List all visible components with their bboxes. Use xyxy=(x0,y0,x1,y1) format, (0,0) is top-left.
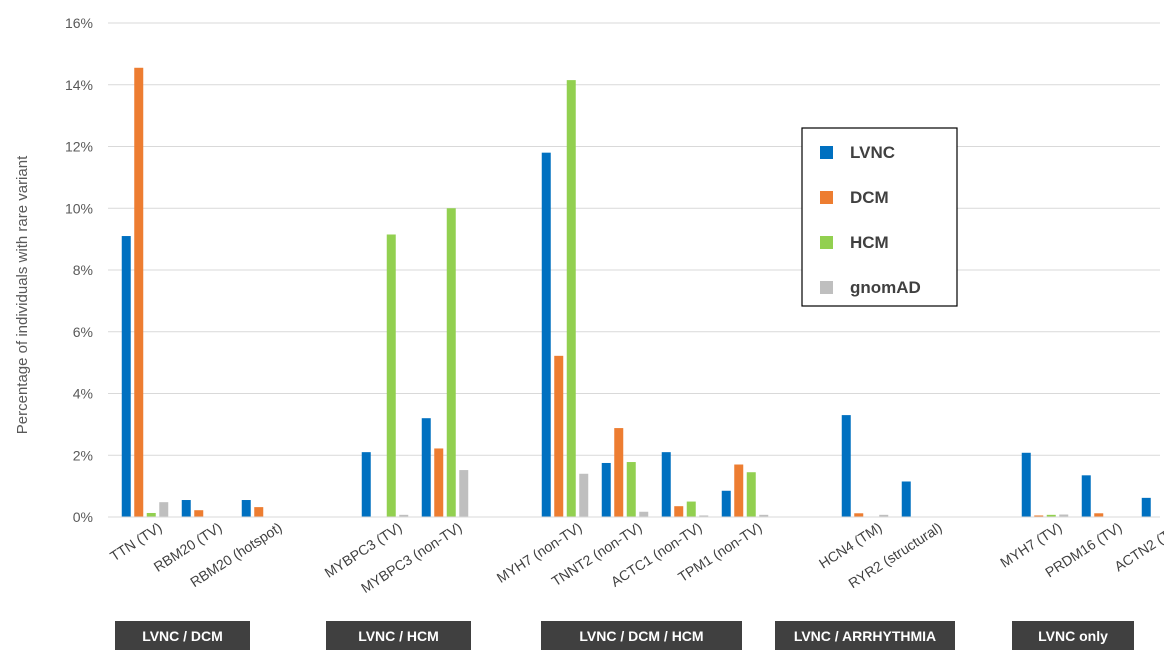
bar-gnomad-myh7-non-tv xyxy=(579,473,589,517)
bar-dcm-myh7-non-tv xyxy=(554,355,564,517)
bar-lvnc-ryr2-structural xyxy=(901,481,911,517)
bar-hcm-tpm1-non-tv xyxy=(746,472,756,517)
bar-hcm-mybpc3-non-tv xyxy=(446,208,456,517)
legend-swatch-dcm xyxy=(820,191,833,204)
bar-hcm-myh7-non-tv xyxy=(566,80,576,518)
bar-hcm-actc1-non-tv xyxy=(686,501,696,517)
group-label: LVNC / DCM xyxy=(142,628,223,644)
group-label-box xyxy=(1012,621,1134,650)
legend-label-lvnc: LVNC xyxy=(850,143,895,162)
y-tick-label: 8% xyxy=(73,262,93,278)
y-tick-label: 2% xyxy=(73,447,93,463)
legend-label-gnomad: gnomAD xyxy=(850,278,921,297)
bar-lvnc-ttn-tv xyxy=(121,236,131,518)
legend-label-dcm: DCM xyxy=(850,188,889,207)
bar-lvnc-tnnt2-non-tv xyxy=(601,462,611,517)
x-axis-ticks: TTN (TV)RBM20 (TV)RBM20 (hotspot) MYBPC3 … xyxy=(107,519,1164,596)
bar-gnomad-actc1-non-tv xyxy=(699,515,709,517)
group-label-box xyxy=(115,621,250,650)
group-label: LVNC / ARRHYTHMIA xyxy=(794,628,936,644)
gridlines xyxy=(108,22,1160,456)
group-labels: LVNC / DCM LVNC / HCM LVNC / DCM / HCM LVNC… xyxy=(115,621,1134,650)
y-tick-label: 4% xyxy=(73,386,93,402)
legend-swatch-hcm xyxy=(820,236,833,249)
y-tick-label: 6% xyxy=(73,324,93,340)
bar-dcm-hcn4-tm xyxy=(854,513,864,517)
bar-lvnc-hcn4-tm xyxy=(841,415,851,517)
y-tick-label: 10% xyxy=(65,200,93,216)
bar-dcm-ttn-tv xyxy=(134,67,144,518)
bar-hcm-mybpc3-tv xyxy=(386,234,396,518)
y-tick-label: 14% xyxy=(65,77,93,93)
y-axis-label: Percentage of individuals with rare vari… xyxy=(14,155,31,434)
y-tick-label: 16% xyxy=(65,15,93,31)
bar-dcm-tnnt2-non-tv xyxy=(614,428,624,517)
group-label: LVNC only xyxy=(1038,628,1108,644)
legend-swatch-gnomad xyxy=(820,281,833,294)
bar-dcm-mybpc3-non-tv xyxy=(434,448,444,517)
bars xyxy=(121,67,1151,518)
group-label: LVNC / HCM xyxy=(358,628,439,644)
legend-label-hcm: HCM xyxy=(850,233,889,252)
bar-gnomad-hcn4-tm xyxy=(879,514,889,517)
bar-gnomad-tnnt2-non-tv xyxy=(639,511,649,517)
bar-gnomad-tpm1-non-tv xyxy=(759,514,769,517)
bar-hcm-myh7-tv xyxy=(1046,514,1056,517)
bar-lvnc-prdm16-tv xyxy=(1081,475,1091,517)
x-tick-label: MYBPC3 (non-TV) xyxy=(358,519,465,596)
bar-dcm-actc1-non-tv xyxy=(674,506,684,517)
legend: LVNC DCM HCM gnomAD xyxy=(801,127,958,307)
bar-lvnc-myh7-non-tv xyxy=(541,152,551,518)
bar-dcm-prdm16-tv xyxy=(1094,513,1104,517)
bar-lvnc-actn2-tv xyxy=(1141,497,1151,517)
bar-gnomad-mybpc3-non-tv xyxy=(459,470,469,517)
y-tick-label: 0% xyxy=(73,509,93,525)
bar-lvnc-rbm20-tv xyxy=(181,500,191,517)
bar-dcm-tpm1-non-tv xyxy=(734,464,744,517)
bar-gnomad-ttn-tv xyxy=(159,502,169,517)
bar-lvnc-rbm20-hotspot xyxy=(241,500,251,517)
bar-hcm-ttn-tv xyxy=(146,512,156,517)
legend-swatch-lvnc xyxy=(820,146,833,159)
bar-gnomad-mybpc3-tv xyxy=(399,514,409,517)
bar-lvnc-tpm1-non-tv xyxy=(721,490,731,517)
group-label-box xyxy=(775,621,955,650)
y-tick-label: 12% xyxy=(65,139,93,155)
bar-lvnc-mybpc3-non-tv xyxy=(421,418,431,517)
bar-hcm-tnnt2-non-tv xyxy=(626,462,636,517)
group-label-box xyxy=(326,621,471,650)
bar-dcm-myh7-tv xyxy=(1034,515,1044,517)
group-label-box xyxy=(541,621,742,650)
bar-dcm-rbm20-tv xyxy=(194,510,204,517)
bar-lvnc-myh7-tv xyxy=(1021,452,1031,517)
group-label: LVNC / DCM / HCM xyxy=(579,628,703,644)
bar-lvnc-actc1-non-tv xyxy=(661,452,671,517)
y-axis-ticks: 0% 2% 4% 6% 8% 10% 12% 14% 16% xyxy=(65,15,93,525)
bar-lvnc-mybpc3-tv xyxy=(361,452,371,517)
bar-dcm-rbm20-hotspot xyxy=(254,507,264,517)
bar-gnomad-myh7-tv xyxy=(1059,514,1069,517)
